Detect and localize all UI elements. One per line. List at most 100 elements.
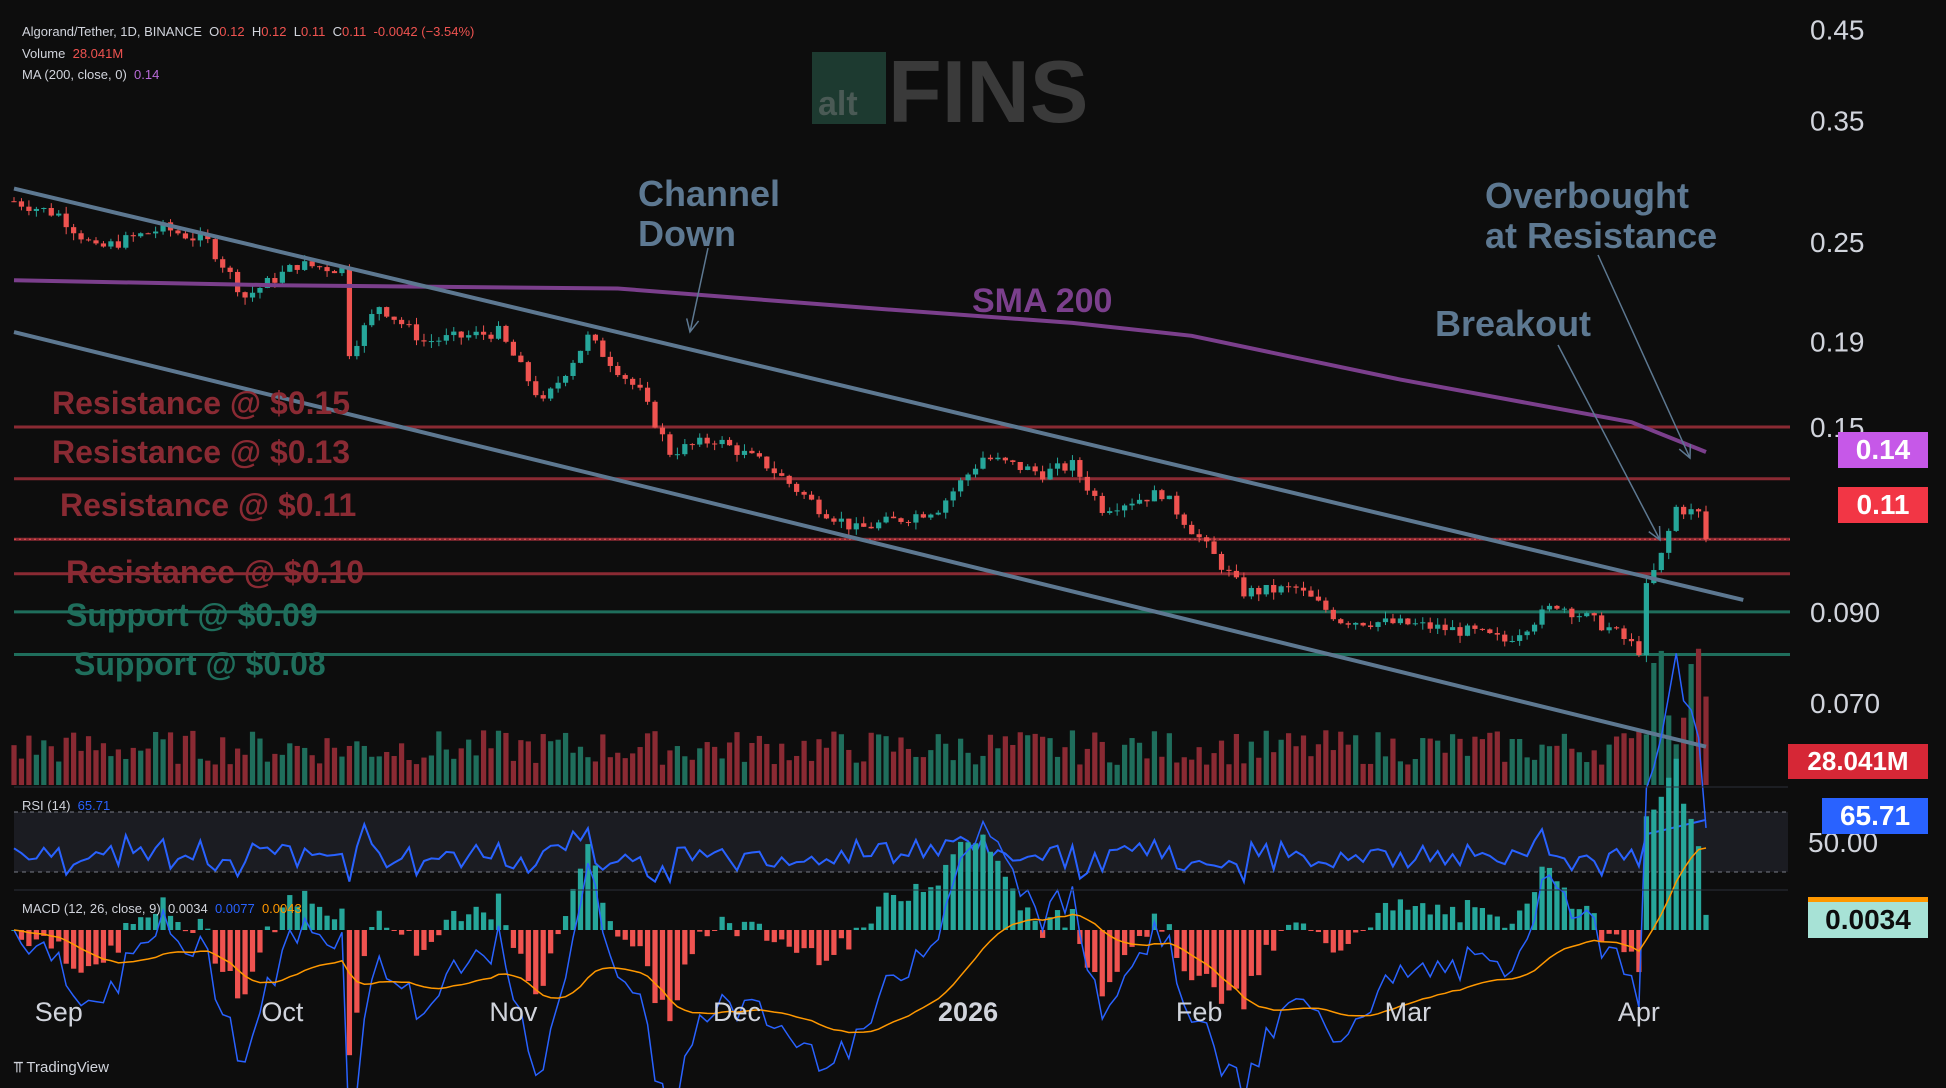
- legend-h-value: 0.12: [261, 24, 287, 39]
- macd-histogram-bar: [153, 913, 159, 930]
- macd-histogram-bar: [1241, 930, 1247, 1010]
- macd-histogram-bar: [339, 908, 345, 930]
- macd-histogram-bar: [831, 930, 837, 955]
- macd-histogram-bar: [71, 930, 77, 969]
- volume-bar: [943, 743, 949, 785]
- macd-histogram-bar: [980, 834, 986, 930]
- macd-histogram-bar: [480, 912, 487, 930]
- volume-bar: [167, 732, 174, 785]
- macd-histogram-bar: [577, 868, 584, 930]
- candle-body: [905, 521, 912, 523]
- candle-body: [1576, 616, 1582, 618]
- volume-bar: [175, 763, 181, 785]
- candle-body: [78, 233, 84, 240]
- candle-body: [1196, 534, 1202, 538]
- macd-histogram-bar: [1129, 930, 1135, 947]
- volume-bar: [1107, 762, 1113, 785]
- volume-bar: [1375, 732, 1381, 785]
- volume-bar: [1248, 741, 1254, 785]
- volume-bar: [1442, 752, 1448, 785]
- candle-body: [41, 207, 47, 209]
- candle-body: [995, 457, 1001, 460]
- candle-body: [436, 340, 442, 342]
- volume-bar: [726, 742, 733, 785]
- macd-line: [13, 653, 1707, 1088]
- macd-histogram-bar: [473, 906, 479, 930]
- macd-histogram-bar: [1651, 809, 1657, 930]
- macd-histogram-bar: [145, 917, 151, 930]
- candle-body: [220, 259, 226, 268]
- macd-histogram-bar: [823, 930, 830, 961]
- macd-histogram-bar: [1025, 907, 1031, 930]
- candle-body: [861, 523, 867, 527]
- volume-bar: [712, 746, 718, 785]
- candle-body: [1017, 461, 1023, 470]
- macd-histogram-bar: [779, 930, 785, 940]
- channel-lower-line: [13, 330, 1707, 749]
- macd-histogram-bar: [235, 930, 241, 999]
- macd-histogram-bar: [361, 930, 367, 957]
- macd-histogram-bar: [1047, 917, 1053, 930]
- volume-bar: [1576, 752, 1582, 785]
- legend-macd-value: 0.0034: [167, 901, 208, 916]
- volume-bar: [659, 764, 666, 785]
- volume-bar: [1554, 745, 1560, 785]
- macd-histogram-bar: [287, 895, 293, 930]
- candle-body: [1166, 495, 1172, 500]
- macd-histogram-bar: [525, 930, 531, 981]
- macd-histogram-bar: [622, 930, 628, 940]
- macd-histogram-bar: [853, 927, 859, 930]
- channel-upper-line: [13, 186, 1744, 602]
- rsi-band: [14, 812, 1788, 872]
- macd-histogram-bar: [421, 930, 427, 950]
- candle-body: [488, 334, 494, 339]
- volume-bar: [451, 758, 457, 785]
- tradingview-footer[interactable]: ⫪ TradingView: [14, 1059, 109, 1076]
- macd-histogram-bar: [1576, 909, 1582, 930]
- watermark: alt FINS: [812, 42, 1088, 141]
- macd-histogram-bar: [637, 930, 643, 947]
- volume-bar: [1427, 738, 1433, 785]
- macd-histogram-bar: [1464, 900, 1471, 930]
- macd-histogram-bar: [1554, 881, 1560, 930]
- legend-rsi-row: RSI (14) 65.71: [22, 798, 110, 813]
- volume-bar: [1010, 744, 1016, 785]
- macd-histogram-bar: [33, 930, 39, 940]
- volume-bar: [264, 761, 271, 785]
- candle-body: [1442, 624, 1448, 631]
- macd-histogram-bar: [764, 930, 770, 941]
- volume-bar: [1539, 744, 1545, 785]
- volume-bar: [384, 751, 390, 785]
- volume-bar: [1531, 759, 1538, 785]
- volume-bar: [130, 747, 136, 785]
- volume-bar: [1628, 738, 1635, 785]
- candle-body: [1345, 623, 1351, 625]
- macd-histogram-bar: [1315, 930, 1322, 933]
- price-axis-label: 0.25: [1810, 227, 1865, 258]
- macd-histogram-bar: [488, 919, 494, 930]
- annotation-overbought-2: at Resistance: [1485, 215, 1717, 256]
- macd-histogram-bar: [786, 930, 792, 947]
- candle-body: [1509, 640, 1515, 642]
- volume-bar: [466, 739, 472, 785]
- volume-bar: [1151, 731, 1158, 785]
- candle-body: [130, 235, 136, 237]
- time-axis-label: Dec: [713, 997, 761, 1027]
- macd-histogram-bar: [1688, 818, 1694, 930]
- macd-histogram-bar: [1502, 927, 1508, 930]
- volume-bar: [1345, 744, 1351, 785]
- candle-body: [682, 444, 688, 455]
- watermark-prefix: alt: [818, 85, 858, 123]
- volume-bar: [1651, 662, 1657, 785]
- macd-histogram-bar: [883, 892, 889, 930]
- macd-histogram-bar: [1509, 923, 1515, 930]
- volume-bar: [428, 755, 435, 785]
- macd-histogram-bar: [376, 910, 382, 930]
- volume-bar: [794, 755, 800, 785]
- legend-o-label: O: [209, 24, 220, 39]
- candle-body: [749, 450, 755, 454]
- macd-histogram-bar: [838, 930, 844, 939]
- macd-histogram-bar: [801, 930, 807, 949]
- macd-histogram-bar: [846, 930, 852, 950]
